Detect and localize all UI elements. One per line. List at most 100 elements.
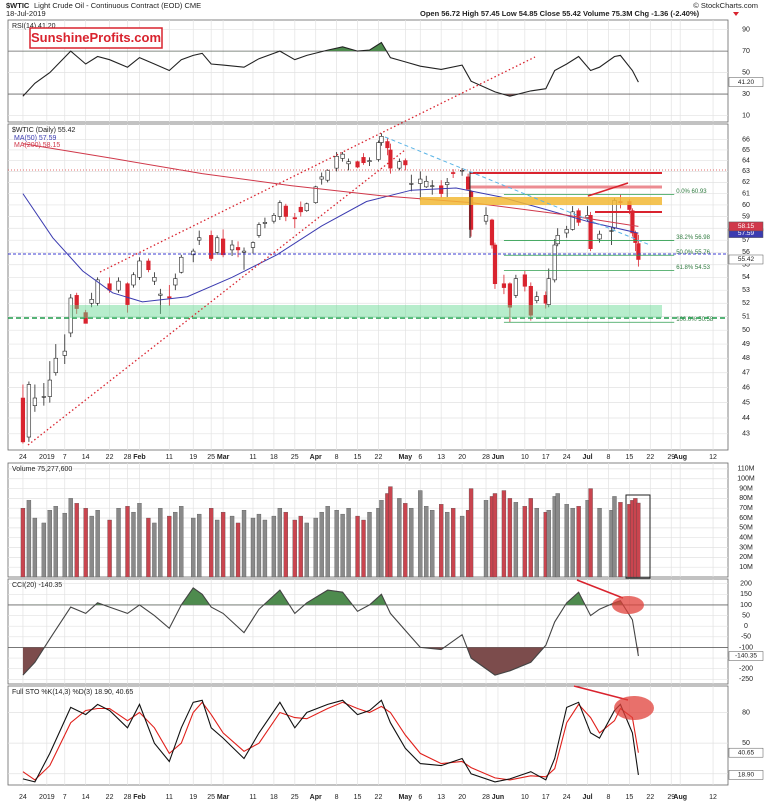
x-tick-label: 24 [19, 454, 27, 461]
volume-bar [167, 515, 172, 578]
volume-bar [367, 511, 372, 578]
candle-body [47, 379, 52, 397]
y-tick-label: 50 [742, 69, 750, 76]
x-tick-label: Apr [310, 794, 322, 801]
panel-title: RSI(14) 41.20 [12, 23, 56, 30]
candle-body [367, 160, 372, 162]
candle-body [292, 217, 297, 220]
volume-bar [209, 508, 214, 578]
x-tick-label: 22 [375, 454, 383, 461]
x-tick-label: 11 [249, 454, 256, 461]
indicator-line [22, 587, 639, 676]
volume-bar [355, 515, 360, 578]
y-tick-label: 90 [742, 27, 750, 34]
volume-bar [53, 506, 58, 578]
candle-body [32, 397, 37, 406]
candle-body [445, 182, 450, 185]
volume-bar [152, 522, 157, 578]
volume-bar [137, 503, 142, 578]
cci-highlight [612, 596, 644, 614]
y-tick-label: 57 [742, 237, 750, 244]
volume-bar [334, 510, 339, 578]
volume-bar [403, 503, 408, 578]
y-tick-label: 200 [740, 581, 752, 588]
volume-bar [250, 517, 256, 578]
indicator-line [22, 701, 639, 781]
volume-bar [418, 490, 423, 578]
x-tick-label: 22 [106, 454, 114, 461]
x-tick-label: 7 [63, 794, 67, 801]
volume-bar [468, 488, 474, 578]
volume-bar [95, 510, 100, 578]
x-tick-label: 8 [607, 454, 611, 461]
sto-divergence [573, 685, 629, 701]
candle-body [597, 233, 602, 240]
volume-bar [229, 515, 235, 578]
volume-bar [158, 508, 163, 578]
x-tick-label: 15 [354, 454, 362, 461]
candle-body [546, 278, 551, 305]
candle-body [609, 230, 614, 232]
candle-body [158, 293, 163, 296]
candle-body [403, 160, 408, 166]
x-tick-label: 18 [270, 454, 278, 461]
volume-bar [409, 508, 414, 578]
value-tag: 58.15 [738, 223, 755, 230]
volume-bar [522, 506, 527, 578]
x-tick-label: Jul [583, 794, 593, 801]
candle-body [89, 299, 94, 304]
candle-body [451, 172, 456, 174]
value-tag-box [728, 747, 764, 758]
x-tick-label: 8 [607, 794, 611, 801]
candle-body [346, 161, 351, 165]
volume-bar [125, 506, 130, 578]
legend-entry: MA(200) 58.15 [14, 142, 60, 149]
x-tick-label: Aug [673, 794, 687, 801]
volume-bar [313, 517, 318, 578]
volume-bar [588, 488, 593, 578]
volume-bar [612, 496, 617, 578]
volume-bar [214, 519, 220, 578]
panel-title: CCI(20) -140.35 [12, 582, 62, 589]
volume-bar [570, 508, 575, 578]
indicator-line [22, 41, 639, 97]
value-tag: -140.35 [735, 653, 757, 660]
candle-body [116, 280, 121, 291]
moving-average [22, 143, 639, 227]
x-tick-label: 15 [626, 454, 634, 461]
candle-body [221, 238, 226, 256]
candle-body [460, 170, 465, 172]
candle-body [250, 242, 256, 248]
panel-frame [7, 578, 729, 685]
volume-bar [62, 512, 67, 578]
x-tick-label: Aug [673, 454, 687, 461]
y-tick-label: 70M [739, 505, 753, 512]
y-tick-label: 100M [737, 476, 755, 483]
candle-body [388, 149, 393, 169]
candle-body [630, 210, 635, 234]
x-tick-label: 28 [482, 454, 490, 461]
x-tick-label: 8 [335, 454, 339, 461]
x-tick-label: 22 [375, 794, 383, 801]
x-tick-label: 22 [646, 454, 654, 461]
candle-body [68, 297, 73, 334]
x-tick-label: 17 [542, 794, 550, 801]
volume-bar [74, 503, 79, 578]
down-arrow [733, 12, 739, 16]
quote: Open 56.72 High 57.45 Low 54.85 Close 55… [420, 9, 700, 18]
y-tick-label: 62 [742, 179, 750, 186]
candle-body [528, 285, 533, 316]
candle-body [191, 250, 196, 256]
x-tick-label: 15 [354, 794, 362, 801]
candle-body [298, 206, 303, 213]
volume-bar [191, 517, 196, 578]
x-tick-label: 28 [124, 794, 132, 801]
volume-bar [262, 519, 268, 578]
volume-bar [173, 511, 178, 578]
x-tick-label: 11 [166, 794, 173, 801]
candle-body [95, 279, 100, 304]
volume-bar [513, 502, 519, 578]
candle-body [319, 176, 324, 180]
y-tick-label: 100 [740, 602, 752, 609]
x-tick-label: 19 [189, 794, 197, 801]
